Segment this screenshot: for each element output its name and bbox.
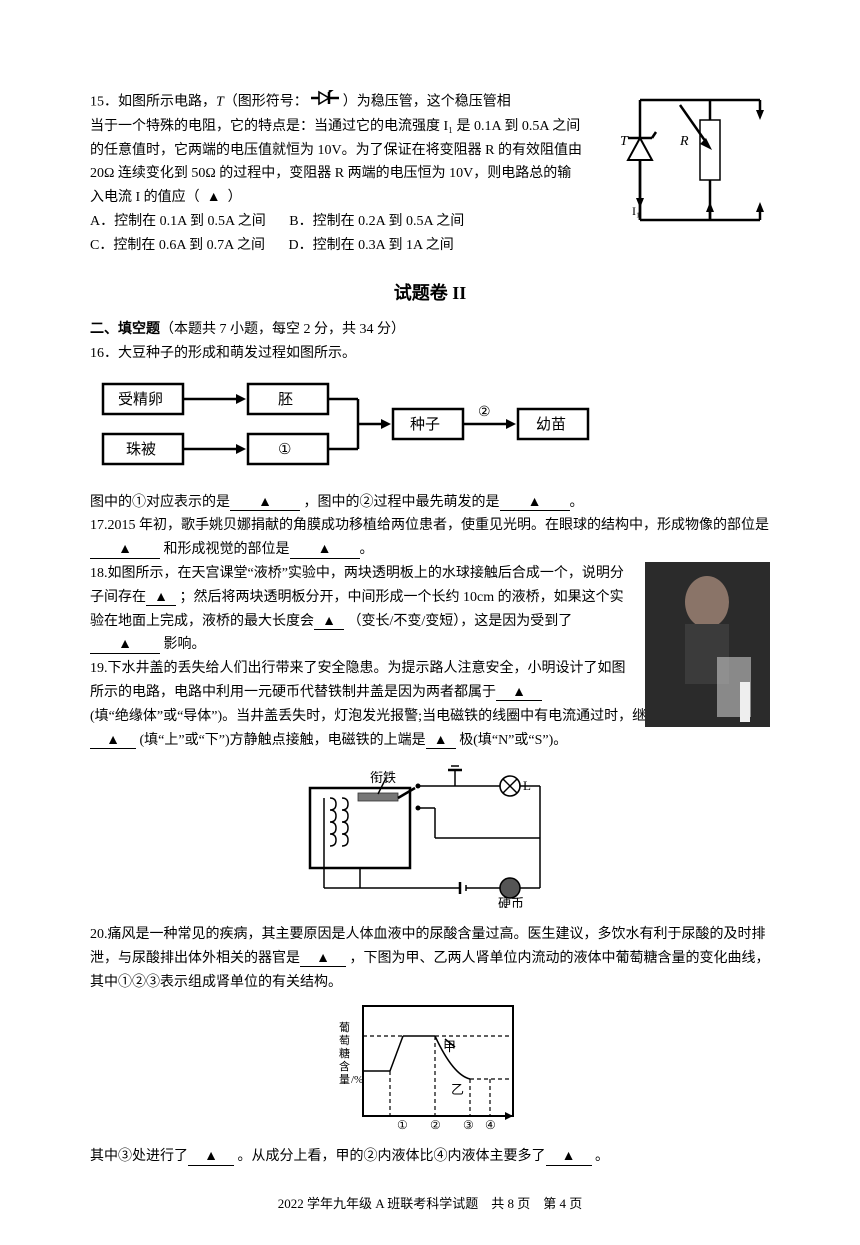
part2-title: 二、填空题 [90,322,160,337]
question-16: 16．大豆种子的形成和萌发过程如图所示。 受精卵 珠被 胚 ① [90,342,770,514]
svg-text:①: ① [278,442,291,458]
q18-d: 影响。 [164,637,206,652]
page-footer: 2022 学年九年级 A 班联考科学试题 共 8 页 第 4 页 [90,1193,770,1215]
fill-blank: ▲ [90,637,160,653]
q15-opt-a: A．控制在 0.1A 到 0.5A 之间 [90,214,266,229]
fill-blank: ▲ [496,685,542,701]
svg-text:珠被: 珠被 [126,441,156,458]
svg-text:T: T [620,134,629,149]
q20-c: 其中③处进行了 [90,1149,188,1164]
q18-photo [645,562,770,727]
q19-a: 19.下水井盖的丢失给人们出行带来了安全隐患。为提示路人注意安全，小明设计了如图… [90,661,626,700]
q19-circuit-diagram: 衔铁 L 硬币 [90,758,770,917]
fill-blank: ▲ [146,590,176,606]
svg-text:含: 含 [339,1059,350,1073]
question-18: 18.如图所示，在天宫课堂“液桥”实验中，两块透明板上的水球接触后合成一个，说明… [90,562,770,705]
svg-text:①: ① [397,1118,408,1131]
svg-text:胚: 胚 [278,391,293,408]
svg-text:④: ④ [485,1118,496,1131]
zener-symbol-icon [311,90,339,115]
fill-blank: ▲ [290,542,360,558]
fill-blank: ▲ [500,495,570,511]
svg-text:受精卵: 受精卵 [118,391,163,408]
q19-d: 极(填“N”或“S”)。 [459,733,567,748]
svg-text:I₁: I₁ [632,204,640,218]
q15-stem-c: ）为稳压管，这个稳压管相 [343,95,511,110]
q15-opt-d: D．控制在 0.3A 到 1A 之间 [289,238,454,253]
q15-stem-a: 15．如图所示电路， [90,95,216,110]
svg-text:I: I [749,90,756,94]
q20-e: 。 [595,1149,609,1164]
q16-fill: 图中的①对应表示的是▲ ，图中的②过程中最先萌发的是▲。 [90,491,770,515]
q15-text: 15．如图所示电路，T（图形符号： ）为稳压管，这个稳压管相 当于一个特殊的电阻… [90,90,585,258]
q17-c: 。 [360,542,374,557]
question-19-text: 19.下水井盖的丢失给人们出行带来了安全隐患。为提示路人注意安全，小明设计了如图… [90,657,635,705]
svg-text:量: 量 [339,1073,350,1086]
question-20: 20.痛风是一种常见的疾病，其主要原因是人体血液中的尿酸含量过高。医生建议，多饮… [90,923,770,994]
fill-blank: ▲ [90,733,136,749]
svg-text:萄: 萄 [339,1034,350,1047]
svg-text:硬币: 硬币 [498,896,524,908]
svg-text:②: ② [430,1118,441,1131]
svg-text:种子: 种子 [410,416,440,433]
section-title: 试题卷 II [90,278,770,309]
svg-text:乙: 乙 [451,1082,464,1097]
q15-opt-b: B．控制在 0.2A 到 0.5A 之间 [289,214,464,229]
q15-t: T [216,95,224,110]
svg-text:③: ③ [463,1118,474,1131]
q15-line2b: ） [228,190,242,205]
page: I T I₁ R [0,0,860,1245]
fill-blank: ▲ [230,495,300,511]
q16-a: 图中的①对应表示的是 [90,495,230,510]
fill-blank: ▲ [546,1149,592,1165]
q19-c: (填“上”或“下”)方静触点接触，电磁铁的上端是 [140,733,426,748]
fill-blank: ▲ [188,1149,234,1165]
q15-options: A．控制在 0.1A 到 0.5A 之间 B．控制在 0.2A 到 0.5A 之… [90,210,585,258]
svg-text:幼苗: 幼苗 [536,416,566,433]
q15-stem-b: （图形符号： [224,95,308,110]
q20-chart: 葡 萄 糖 含 量 /% 甲 乙 ① ② [90,1001,770,1140]
fill-blank: ▲ [300,951,346,967]
q20-fill: 其中③处进行了▲ 。从成分上看，甲的②内液体比④内液体主要多了▲ 。 [90,1145,770,1169]
part2-desc: （本题共 7 小题，每空 2 分，共 34 分） [160,322,405,337]
q20-d: 。从成分上看，甲的②内液体比④内液体主要多了 [238,1149,546,1164]
q18-text: 18.如图所示，在天宫课堂“液桥”实验中，两块透明板上的水球接触后合成一个，说明… [90,562,635,657]
svg-text:/%: /% [351,1074,363,1086]
fill-blank: ▲ [90,542,160,558]
q15-opt-c: C．控制在 0.6A 到 0.7A 之间 [90,238,265,253]
circuit-svg: I T I₁ R [620,90,770,230]
svg-text:R: R [679,134,689,149]
question-15: I T I₁ R [90,90,770,258]
q15-circuit-diagram: I T I₁ R [620,90,770,230]
svg-text:糖: 糖 [339,1046,350,1060]
q15-line2: 当于一个特殊的电阻，它的特点是：当通过它的电流强度 I₁ 是 0.1A 到 0.… [90,119,582,205]
q16-stem: 16．大豆种子的形成和萌发过程如图所示。 [90,342,770,366]
q17-a: 17.2015 年初，歌手姚贝娜捐献的角膜成功移植给两位患者，使重见光明。在眼球… [90,518,769,533]
q16-e: 。 [570,495,584,510]
part2-heading: 二、填空题（本题共 7 小题，每空 2 分，共 34 分） [90,318,770,342]
question-17: 17.2015 年初，歌手姚贝娜捐献的角膜成功移植给两位患者，使重见光明。在眼球… [90,514,770,562]
svg-text:②: ② [478,405,491,420]
q18-c: （变长/不变/变短），这是因为受到了 [348,614,573,629]
q16-flow-diagram: 受精卵 珠被 胚 ① 种子 ② [98,374,770,483]
y-label-1: 葡 [339,1021,350,1034]
q15-blank: ▲ [200,186,228,210]
q16-m: ，图中的②过程中最先萌发的是 [304,495,500,510]
fill-blank: ▲ [314,614,344,630]
q17-b: 和形成视觉的部位是 [164,542,290,557]
fill-blank: ▲ [426,733,456,749]
